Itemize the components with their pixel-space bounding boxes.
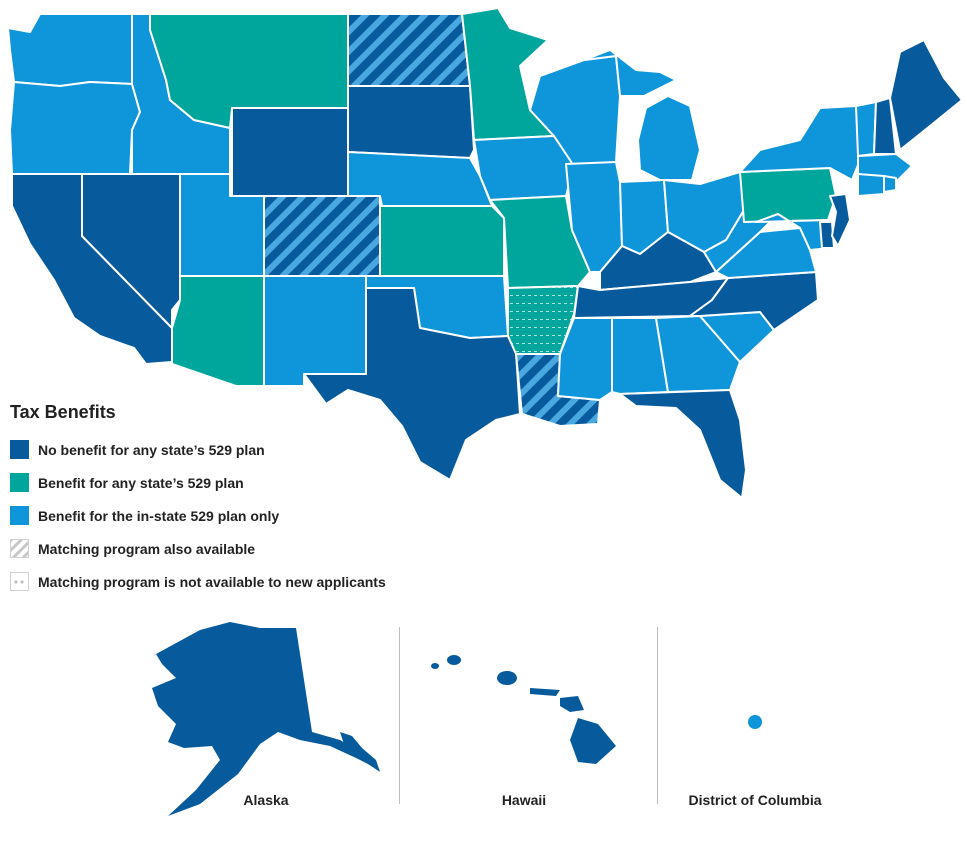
legend-item-matching-closed: Matching program is not available to new… (10, 565, 386, 598)
state-minnesota (461, 7, 555, 141)
states-layer (7, 7, 963, 499)
dc-marker (748, 715, 762, 729)
state-south-dakota (347, 85, 475, 159)
state-arizona (171, 275, 265, 387)
state-iowa (473, 135, 575, 201)
legend-swatch-stripes (10, 539, 29, 558)
state-kansas (379, 205, 505, 277)
legend-label: Benefit for the in-state 529 plan only (38, 507, 280, 524)
state-pennsylvania (739, 167, 837, 223)
hawaii-maui (560, 696, 584, 712)
legend-item-matching: Matching program also available (10, 532, 386, 565)
dc-caption: District of Columbia (688, 792, 822, 808)
alaska-caption: Alaska (243, 792, 289, 808)
inset-divider-1 (399, 627, 400, 804)
state-washington (7, 13, 133, 87)
state-maryland (755, 213, 831, 251)
state-wyoming (231, 107, 349, 197)
legend-label: No benefit for any state’s 529 plan (38, 441, 265, 458)
hawaii-big-island (570, 718, 616, 764)
legend-swatch-no-benefit (10, 440, 29, 459)
state-vermont (855, 101, 877, 157)
legend-label: Matching program is not available to new… (38, 573, 386, 590)
alaska-inset (152, 622, 380, 816)
state-michigan (637, 95, 701, 181)
state-massachusetts (857, 153, 913, 181)
legend-label: Matching program also available (38, 540, 256, 557)
state-michigan-upper (583, 49, 677, 97)
state-connecticut (857, 173, 885, 197)
state-oregon (9, 81, 141, 175)
hawaii-molokai (530, 688, 560, 696)
legend-item-no-benefit: No benefit for any state’s 529 plan (10, 433, 386, 466)
legend-item-any-state: Benefit for any state’s 529 plan (10, 466, 386, 499)
state-new-mexico (263, 275, 367, 387)
state-north-dakota (347, 13, 471, 87)
hawaii-inset (431, 655, 616, 764)
inset-divider-2 (657, 627, 658, 804)
state-maine (889, 39, 963, 151)
legend-item-in-state: Benefit for the in-state 529 plan only (10, 499, 386, 532)
state-rhode-island (883, 175, 897, 193)
hawaii-niihau (431, 663, 439, 669)
state-colorado (263, 195, 381, 277)
legend-swatch-dots (10, 572, 29, 591)
legend: Tax Benefits No benefit for any state’s … (10, 402, 386, 598)
alaska-shape (152, 622, 380, 816)
state-delaware (819, 221, 835, 249)
state-new-jersey (829, 193, 851, 247)
state-new-york (739, 105, 861, 181)
state-missouri (489, 195, 591, 289)
hawaii-kauai (447, 655, 461, 665)
state-florida (619, 389, 747, 499)
alaska-islands (340, 732, 380, 772)
legend-swatch-in-state (10, 506, 29, 525)
legend-swatch-any-state (10, 473, 29, 492)
legend-label: Benefit for any state’s 529 plan (38, 474, 244, 491)
hawaii-caption: Hawaii (501, 792, 547, 808)
hawaii-oahu (497, 671, 517, 685)
legend-title: Tax Benefits (10, 402, 116, 422)
state-north-carolina (689, 271, 819, 331)
state-texas (303, 287, 521, 481)
